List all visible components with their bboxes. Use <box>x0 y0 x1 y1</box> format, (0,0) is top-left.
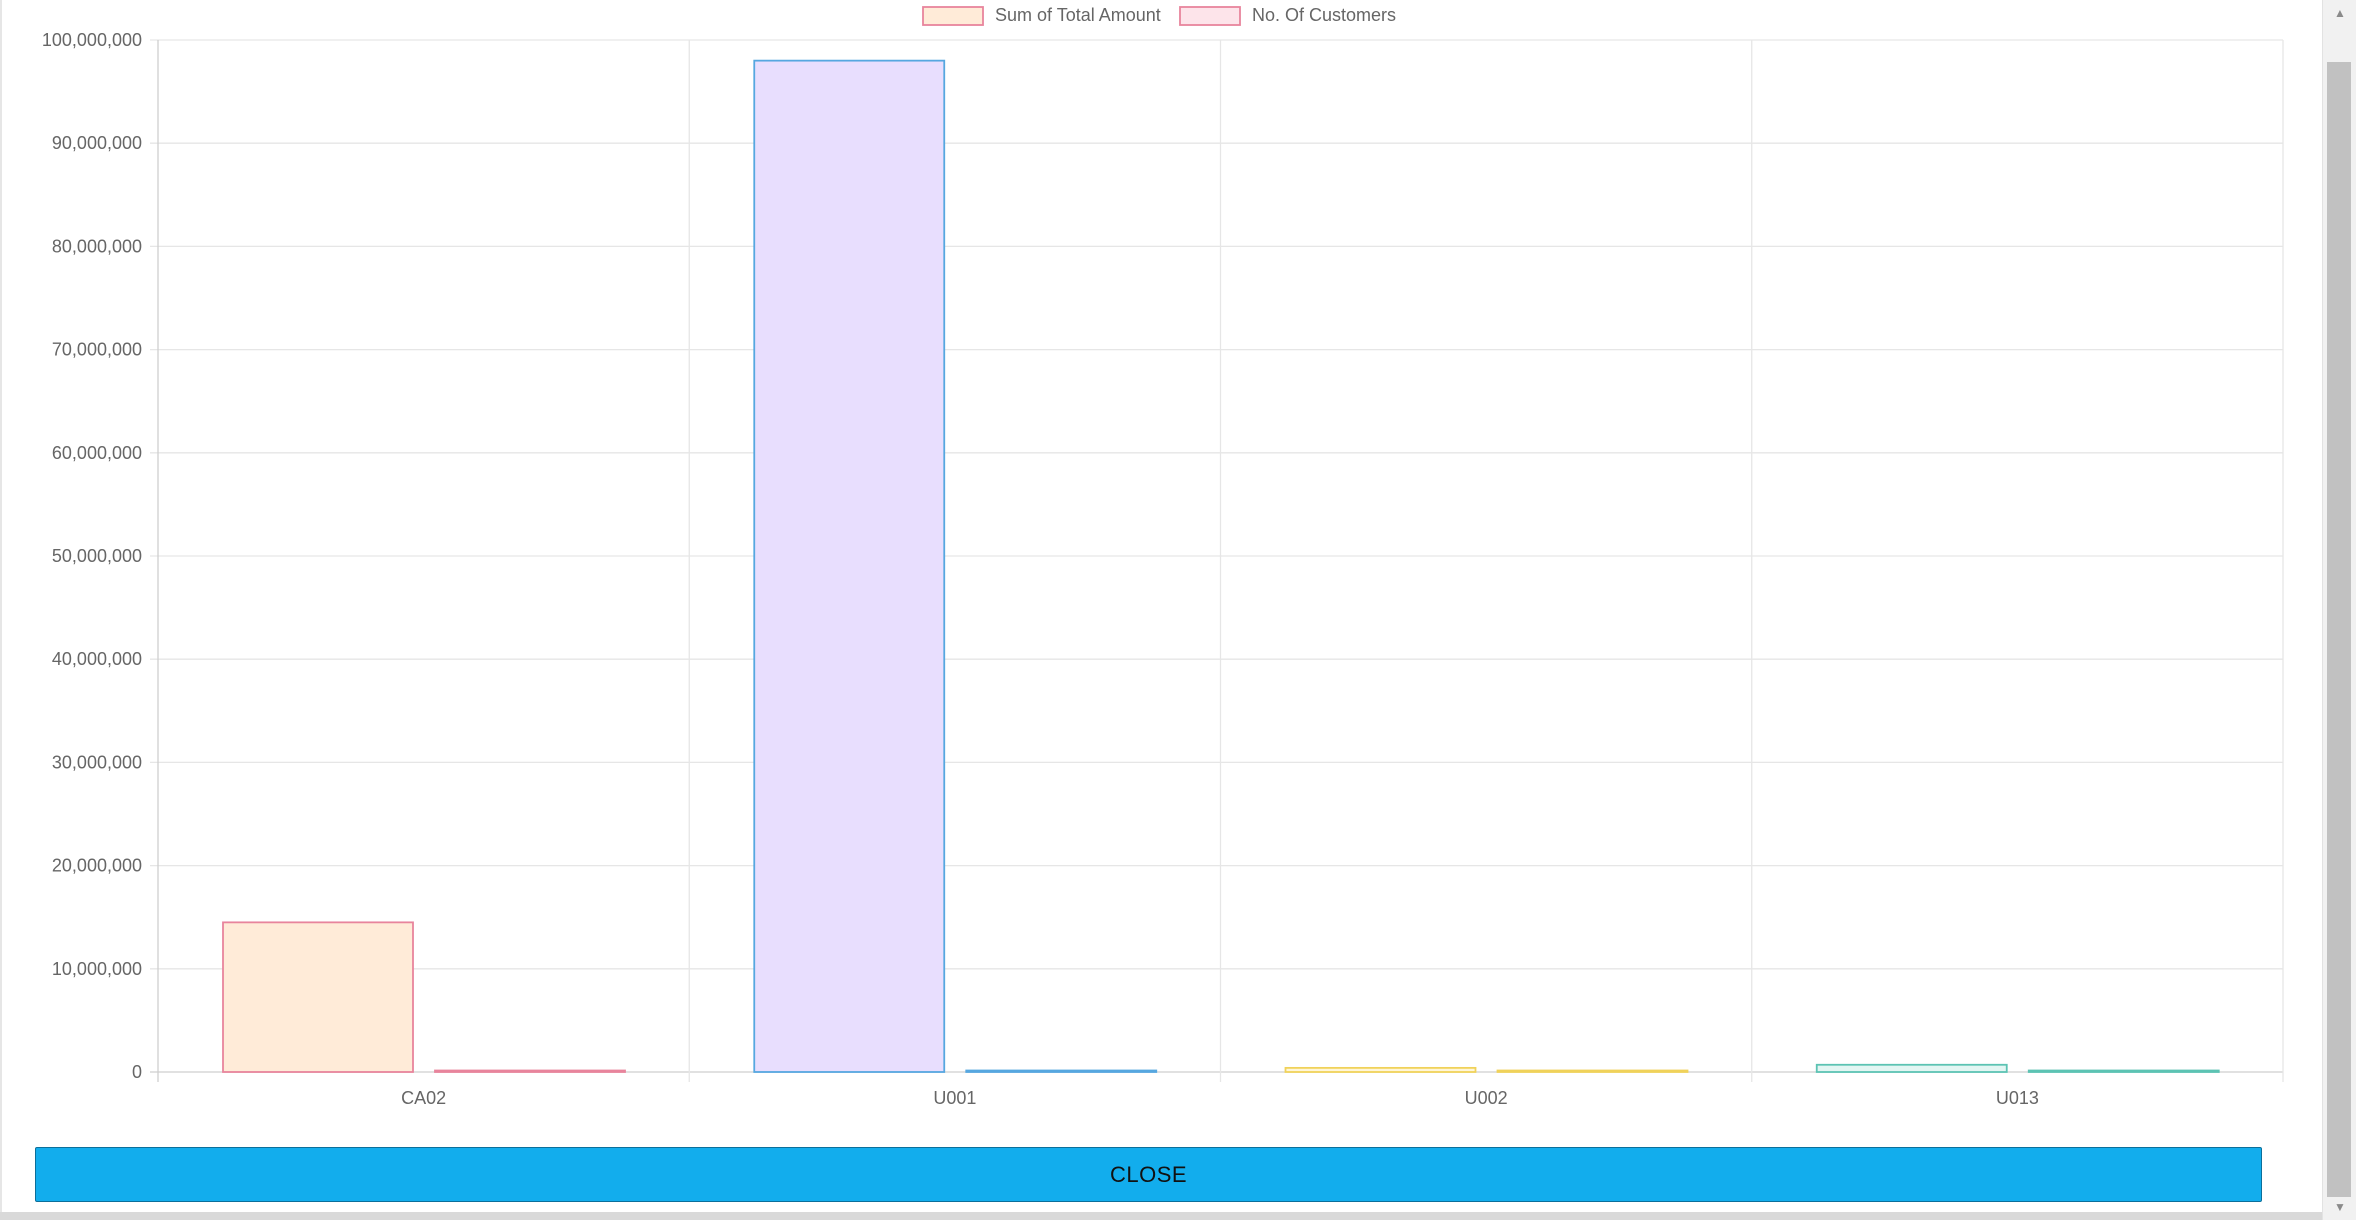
vertical-scrollbar[interactable]: ▲ ▼ <box>2322 0 2356 1220</box>
y-tick-label: 60,000,000 <box>52 443 142 463</box>
x-tick-label: U001 <box>933 1088 976 1108</box>
bar-u002-series-1 <box>1284 1066 1477 1073</box>
y-tick-label: 0 <box>132 1062 142 1082</box>
bar-ca02-series-2 <box>434 1069 626 1073</box>
legend-label: Sum of Total Amount <box>995 5 1161 25</box>
legend-label: No. Of Customers <box>1252 5 1396 25</box>
bar-u013-series-2 <box>2027 1069 2220 1073</box>
y-tick-label: 10,000,000 <box>52 959 142 979</box>
bar-u001-series-1 <box>753 59 946 1073</box>
y-tick-label: 30,000,000 <box>52 752 142 772</box>
x-tick-label: U002 <box>1465 1088 1508 1108</box>
bar-u013-series-1 <box>1815 1063 2008 1073</box>
bar-u001-series-2 <box>965 1069 1158 1073</box>
y-tick-label: 50,000,000 <box>52 546 142 566</box>
close-button[interactable]: CLOSE <box>35 1147 2262 1202</box>
scrollbar-thumb[interactable] <box>2327 62 2351 1197</box>
y-tick-label: 20,000,000 <box>52 856 142 876</box>
y-tick-label: 80,000,000 <box>52 236 142 256</box>
x-tick-label: CA02 <box>401 1088 446 1108</box>
y-tick-label: 70,000,000 <box>52 340 142 360</box>
bar-u002-series-2 <box>1496 1069 1689 1073</box>
legend-swatch <box>922 6 984 26</box>
x-tick-label: U013 <box>1996 1088 2039 1108</box>
y-tick-label: 40,000,000 <box>52 649 142 669</box>
legend-swatch <box>1179 6 1241 26</box>
scroll-up-arrow-icon[interactable]: ▲ <box>2334 6 2346 20</box>
modal-left-edge <box>0 0 2 1212</box>
scroll-down-arrow-icon[interactable]: ▼ <box>2334 1200 2346 1214</box>
modal-bottom-edge <box>0 1212 2322 1220</box>
y-tick-label: 100,000,000 <box>42 30 142 50</box>
y-tick-label: 90,000,000 <box>52 133 142 153</box>
bar-ca02-series-1 <box>222 921 414 1073</box>
